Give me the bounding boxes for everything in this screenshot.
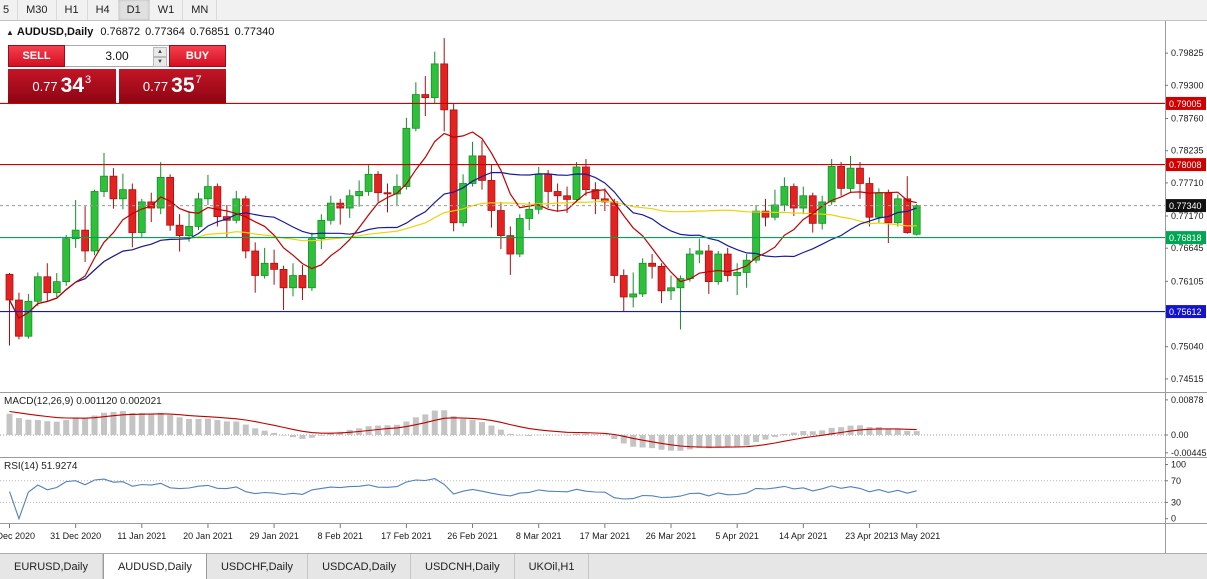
ohlc-open: 0.76872: [100, 26, 141, 38]
svg-text:70: 70: [1171, 476, 1181, 486]
svg-text:0.00878: 0.00878: [1171, 395, 1204, 405]
svg-text:31 Dec 2020: 31 Dec 2020: [50, 531, 101, 541]
timeframe-toolbar: 5 M30 H1 H4 D1 W1 MN: [0, 0, 1207, 21]
sell-price-pip: 3: [85, 74, 92, 86]
svg-text:0.75612: 0.75612: [1169, 307, 1202, 317]
svg-text:0.79825: 0.79825: [1171, 48, 1204, 58]
svg-text:0.77170: 0.77170: [1171, 211, 1204, 221]
svg-text:0.00: 0.00: [1171, 430, 1189, 440]
ohlc-close: 0.77340: [234, 26, 275, 38]
sell-button[interactable]: SELL: [8, 45, 65, 67]
svg-text:0.78008: 0.78008: [1169, 160, 1202, 170]
lot-value: 3.00: [105, 49, 129, 63]
rsi-panel: 100 70 30 0 RSI(14) 51.9274: [0, 460, 1186, 524]
chart-tabs-bar: EURUSD,Daily AUDUSD,Daily USDCHF,Daily USDC…: [0, 553, 1207, 579]
timeframe-button-h4[interactable]: H4: [88, 0, 119, 20]
timeframe-button-m30[interactable]: M30: [18, 0, 57, 20]
lot-decrease-button[interactable]: ▼: [153, 57, 167, 67]
buy-price-display[interactable]: 0.77 35 7: [118, 69, 226, 103]
svg-text:0.79005: 0.79005: [1169, 99, 1202, 109]
svg-text:0.78235: 0.78235: [1171, 146, 1204, 156]
svg-text:17 Mar 2021: 17 Mar 2021: [580, 531, 631, 541]
timeframe-button-h1[interactable]: H1: [57, 0, 88, 20]
svg-text:26 Feb 2021: 26 Feb 2021: [447, 531, 498, 541]
buy-price-prefix: 0.77: [142, 78, 169, 94]
svg-text:0.76818: 0.76818: [1169, 233, 1202, 243]
timeframe-button-d1[interactable]: D1: [118, 0, 150, 20]
svg-text:0.79300: 0.79300: [1171, 80, 1204, 90]
svg-text:MACD(12,26,9) 0.001120 0.00202: MACD(12,26,9) 0.001120 0.002021: [4, 396, 162, 407]
svg-text:26 Mar 2021: 26 Mar 2021: [646, 531, 697, 541]
ohlc-low: 0.76851: [189, 26, 230, 38]
sell-price-prefix: 0.77: [32, 78, 58, 94]
chart-tab-usdchf[interactable]: USDCHF,Daily: [207, 554, 309, 579]
chart-ohlc-header: ▲ AUDUSD,Daily 0.76872 0.77364 0.76851 0.7734…: [6, 26, 274, 38]
chart-tab-usdcad[interactable]: USDCAD,Daily: [308, 554, 412, 579]
svg-text:0.77340: 0.77340: [1169, 201, 1202, 211]
timeframe-button-mn[interactable]: MN: [183, 0, 218, 20]
svg-text:RSI(14) 51.9274: RSI(14) 51.9274: [4, 461, 78, 472]
price-tag-level: 0.76818: [1166, 231, 1206, 245]
svg-text:0.75040: 0.75040: [1171, 342, 1204, 352]
svg-text:30: 30: [1171, 497, 1181, 507]
symbol-arrow-icon: ▲: [6, 28, 14, 37]
sell-price-main: 34: [60, 74, 85, 97]
svg-text:20 Jan 2021: 20 Jan 2021: [183, 531, 233, 541]
timeframe-button-w1[interactable]: W1: [150, 0, 184, 20]
chart-tab-usdcnh[interactable]: USDCNH,Daily: [411, 554, 515, 579]
price-chart-canvas[interactable]: 0.798250.793000.787600.782350.777100.771…: [0, 21, 1207, 553]
svg-text:8 Feb 2021: 8 Feb 2021: [317, 531, 363, 541]
sell-price-display[interactable]: 0.77 34 3: [8, 69, 116, 103]
one-click-trade-panel: SELL 3.00 ▲ ▼ BUY 0.77 34 3 0.77 35 7: [8, 45, 226, 103]
chart-symbol-label: AUDUSD,Daily: [16, 26, 94, 38]
svg-text:3 May 2021: 3 May 2021: [893, 531, 940, 541]
svg-text:0.77710: 0.77710: [1171, 178, 1204, 188]
chart-tab-audusd[interactable]: AUDUSD,Daily: [102, 554, 207, 579]
buy-price-pip: 7: [195, 74, 202, 86]
moving-average-lines: [8, 131, 917, 319]
svg-text:11 Jan 2021: 11 Jan 2021: [117, 531, 166, 541]
svg-text:0.74515: 0.74515: [1171, 374, 1204, 384]
price-tag-current: 0.77340: [1166, 199, 1206, 213]
svg-text:-0.00445: -0.00445: [1171, 448, 1207, 458]
price-tag-level: 0.75612: [1166, 305, 1206, 319]
svg-text:21 Dec 2020: 21 Dec 2020: [0, 531, 35, 541]
chart-tab-eurusd[interactable]: EURUSD,Daily: [0, 554, 103, 579]
macd-panel: 0.00878 0.00 -0.00445 MACD(12,26,9) 0.00112…: [0, 395, 1207, 458]
svg-text:14 Apr 2021: 14 Apr 2021: [779, 531, 828, 541]
price-tag-level: 0.79005: [1166, 96, 1206, 110]
price-tag-level: 0.78008: [1166, 158, 1206, 172]
time-axis[interactable]: 21 Dec 2020 31 Dec 2020 11 Jan 2021 20 Jan …: [0, 524, 940, 541]
lot-spinner: ▲ ▼: [153, 47, 167, 67]
svg-text:29 Jan 2021: 29 Jan 2021: [249, 531, 299, 541]
buy-button[interactable]: BUY: [169, 45, 226, 67]
svg-text:17 Feb 2021: 17 Feb 2021: [381, 531, 432, 541]
buy-price-main: 35: [171, 74, 195, 97]
svg-text:100: 100: [1171, 460, 1186, 470]
chart-container: 0.79825 0.79300 0.78760 0.78235 0.77710 0.771…: [0, 21, 1207, 553]
svg-text:0: 0: [1171, 514, 1176, 524]
lot-increase-button[interactable]: ▲: [153, 47, 167, 57]
chart-tab-ukoil[interactable]: UKOil,H1: [515, 554, 590, 579]
svg-text:23 Apr 2021: 23 Apr 2021: [845, 531, 894, 541]
svg-text:8 Mar 2021: 8 Mar 2021: [516, 531, 562, 541]
svg-text:5 Apr 2021: 5 Apr 2021: [715, 531, 759, 541]
ohlc-high: 0.77364: [145, 26, 185, 38]
timeframe-button-5[interactable]: 5: [0, 0, 19, 20]
lot-size-field[interactable]: 3.00 ▲ ▼: [65, 45, 169, 67]
horizontal-level-lines[interactable]: [0, 102, 1165, 313]
svg-text:0.76105: 0.76105: [1171, 276, 1204, 286]
svg-text:0.76645: 0.76645: [1171, 243, 1204, 253]
svg-text:0.78760: 0.78760: [1171, 113, 1204, 123]
